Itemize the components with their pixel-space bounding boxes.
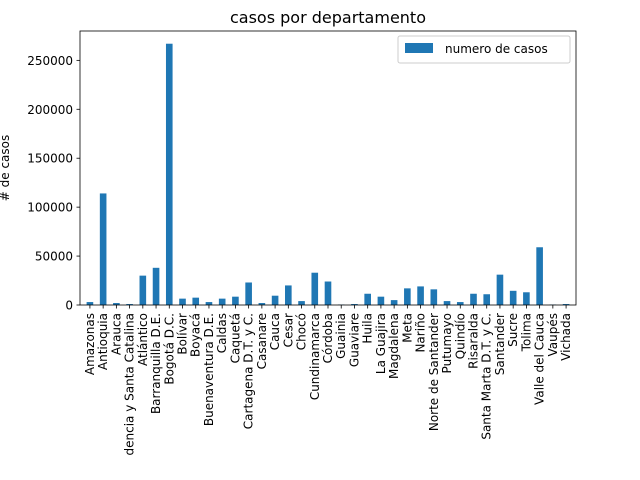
y-tick-label: 100000 bbox=[27, 201, 73, 215]
legend: numero de casos bbox=[397, 35, 571, 64]
x-tick-label: Vichada bbox=[559, 313, 573, 361]
x-tick-label: Casanare bbox=[255, 313, 269, 369]
bar bbox=[523, 292, 530, 305]
x-tick-label: Nariño bbox=[414, 313, 428, 353]
x-tick-label: Santa Marta D.T. y C. bbox=[480, 313, 494, 440]
x-tick-label: Caldas bbox=[215, 313, 229, 353]
bar bbox=[536, 247, 543, 305]
bar bbox=[298, 301, 305, 305]
x-tick-label: Putumayo bbox=[440, 313, 454, 373]
x-tick-label: Cauca bbox=[268, 313, 282, 350]
x-tick-label: Sucre bbox=[506, 313, 520, 347]
bar bbox=[86, 302, 94, 305]
bar bbox=[470, 293, 477, 305]
bar bbox=[377, 296, 385, 305]
plot-frame bbox=[79, 30, 577, 306]
bar bbox=[218, 298, 226, 305]
bar bbox=[456, 302, 464, 305]
bar bbox=[179, 298, 186, 305]
bar bbox=[139, 275, 147, 305]
bar bbox=[245, 282, 252, 305]
bar bbox=[509, 290, 517, 305]
y-ticks-group: 0 50000 100000 150000 200000 250000 bbox=[27, 54, 80, 313]
x-tick-label: Chocó bbox=[295, 313, 309, 350]
bar bbox=[152, 267, 160, 305]
x-tick-label: Boyacá bbox=[189, 313, 203, 357]
bar bbox=[430, 289, 438, 305]
bar bbox=[324, 281, 332, 305]
bar bbox=[165, 43, 173, 305]
bar bbox=[443, 301, 451, 305]
x-tick-label: Bogotá D.C. bbox=[162, 313, 176, 385]
y-tick-label: 150000 bbox=[27, 152, 73, 166]
chart-title: casos por departamento bbox=[230, 8, 426, 27]
x-tick-label: Meta bbox=[400, 313, 414, 343]
x-tick-label: Vaupés bbox=[546, 313, 560, 357]
x-tick-label: Antioquia bbox=[96, 313, 110, 370]
legend-label: numero de casos bbox=[445, 42, 548, 56]
y-tick-label: 0 bbox=[65, 299, 73, 313]
bar bbox=[99, 193, 107, 305]
legend-swatch bbox=[405, 43, 433, 53]
bar bbox=[390, 300, 398, 305]
x-tick-label: La Guajira bbox=[374, 313, 388, 374]
y-tick-label: 200000 bbox=[27, 103, 73, 117]
bar bbox=[364, 293, 371, 305]
x-tick-label: Magdalena bbox=[387, 313, 401, 379]
bars-group bbox=[86, 43, 570, 305]
bar bbox=[311, 272, 319, 305]
x-tick-label: Caquetá bbox=[228, 313, 242, 363]
bar bbox=[113, 303, 120, 305]
x-ticks-group: Amazonas Antioquia Arauca dencia y Santa Ca… bbox=[83, 305, 573, 456]
x-tick-label: Cesar bbox=[281, 313, 295, 347]
x-tick-label: Barranquilla D.E. bbox=[149, 313, 163, 414]
bar bbox=[126, 304, 133, 305]
x-tick-label: Córdoba bbox=[321, 313, 335, 363]
legend-box bbox=[397, 35, 571, 64]
x-tick-label: dencia y Santa Catalina bbox=[123, 313, 137, 456]
x-tick-label: Tolima bbox=[519, 313, 533, 352]
x-tick-label: Cartagena D.T. y C. bbox=[242, 313, 256, 429]
bar bbox=[205, 302, 213, 305]
bar bbox=[192, 297, 200, 305]
x-tick-label: Norte de Santander bbox=[427, 313, 441, 431]
bar bbox=[562, 304, 570, 305]
x-tick-label: Amazonas bbox=[83, 313, 97, 375]
x-tick-label: Guaviare bbox=[347, 313, 361, 367]
bar bbox=[404, 288, 411, 305]
bar bbox=[496, 274, 504, 305]
y-tick-label: 250000 bbox=[27, 54, 73, 68]
x-tick-label: Risaralda bbox=[466, 313, 480, 369]
x-tick-label: Guainia bbox=[334, 313, 348, 359]
bar bbox=[258, 303, 266, 305]
bar bbox=[351, 304, 358, 305]
x-tick-label: Quindío bbox=[453, 313, 467, 359]
x-tick-label: Santander bbox=[493, 313, 507, 375]
x-tick-label: Huila bbox=[361, 313, 375, 344]
x-tick-label: Valle del Cauca bbox=[533, 313, 547, 405]
x-tick-label: Cundinamarca bbox=[308, 313, 322, 400]
bar bbox=[483, 294, 491, 305]
bar bbox=[285, 285, 292, 305]
bar bbox=[271, 295, 279, 305]
y-axis-label: # de casos bbox=[0, 135, 12, 201]
x-tick-label: Bolívar bbox=[176, 313, 190, 355]
x-tick-label: Atlántico bbox=[136, 313, 150, 366]
bar bbox=[417, 286, 424, 305]
y-tick-label: 50000 bbox=[35, 250, 73, 264]
x-tick-label: Arauca bbox=[109, 313, 123, 355]
x-tick-label: Buenaventura D.E. bbox=[202, 313, 216, 426]
bar bbox=[232, 296, 239, 305]
